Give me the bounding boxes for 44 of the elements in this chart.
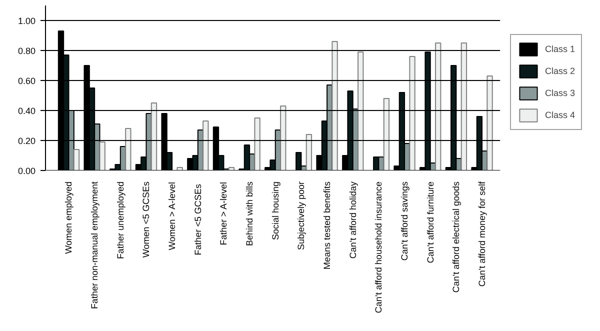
x-tick-label: Social housing	[270, 181, 280, 240]
x-tick-label: Means tested benefits	[322, 181, 332, 270]
x-tick-label: Can't afford household insurance	[374, 181, 384, 314]
y-tick-label: 0.00	[18, 166, 36, 176]
bar	[332, 41, 338, 170]
bar	[460, 42, 468, 170]
x-tick-label: Can't afford electrical goods	[451, 181, 462, 293]
legend-label: Class 2	[545, 66, 576, 76]
bar	[409, 56, 416, 170]
bar	[280, 106, 286, 170]
bar	[296, 152, 302, 170]
x-tick-label: Women employed	[64, 181, 74, 254]
bar	[150, 102, 158, 170]
x-tick-label: Can't afford furniture	[425, 181, 436, 264]
y-tick-label: 0.20	[18, 136, 36, 146]
x-tick-label: Father non-manual employment	[90, 181, 100, 310]
x-tick-label: Subjectively poor	[296, 181, 306, 250]
x-tick-label: Can't afford savings	[400, 181, 410, 261]
bar	[358, 52, 364, 170]
legend-label: Class 4	[545, 110, 576, 120]
bar	[125, 128, 132, 170]
bar	[306, 134, 312, 170]
bar	[99, 142, 106, 170]
legend-label: Class 3	[545, 88, 576, 98]
bar	[254, 118, 260, 170]
legend-label: Class 1	[545, 44, 576, 54]
bar	[383, 98, 390, 170]
bar	[435, 42, 442, 170]
y-tick-label: 0.40	[18, 106, 36, 116]
x-tick-label: Behind with bills	[244, 181, 255, 246]
y-tick-label: 1.00	[18, 16, 36, 26]
bar	[73, 149, 80, 170]
x-tick-label: Father <5 GCSEs	[192, 184, 203, 256]
bar	[486, 76, 493, 170]
x-tick-label: Father unemployed	[115, 182, 126, 260]
x-tick-label: Can't afford money for self	[477, 181, 488, 287]
x-tick-label: Women <5 GCSEs	[141, 181, 152, 258]
bar	[176, 167, 183, 170]
x-tick-label: Women > A-level	[167, 182, 178, 250]
y-tick-label: 0.60	[18, 76, 36, 86]
y-tick-label: 0.80	[18, 46, 36, 56]
x-tick-label: Can't afford holiday	[348, 181, 358, 259]
bar	[202, 120, 209, 170]
x-tick-label: Father > A-level	[218, 182, 229, 246]
